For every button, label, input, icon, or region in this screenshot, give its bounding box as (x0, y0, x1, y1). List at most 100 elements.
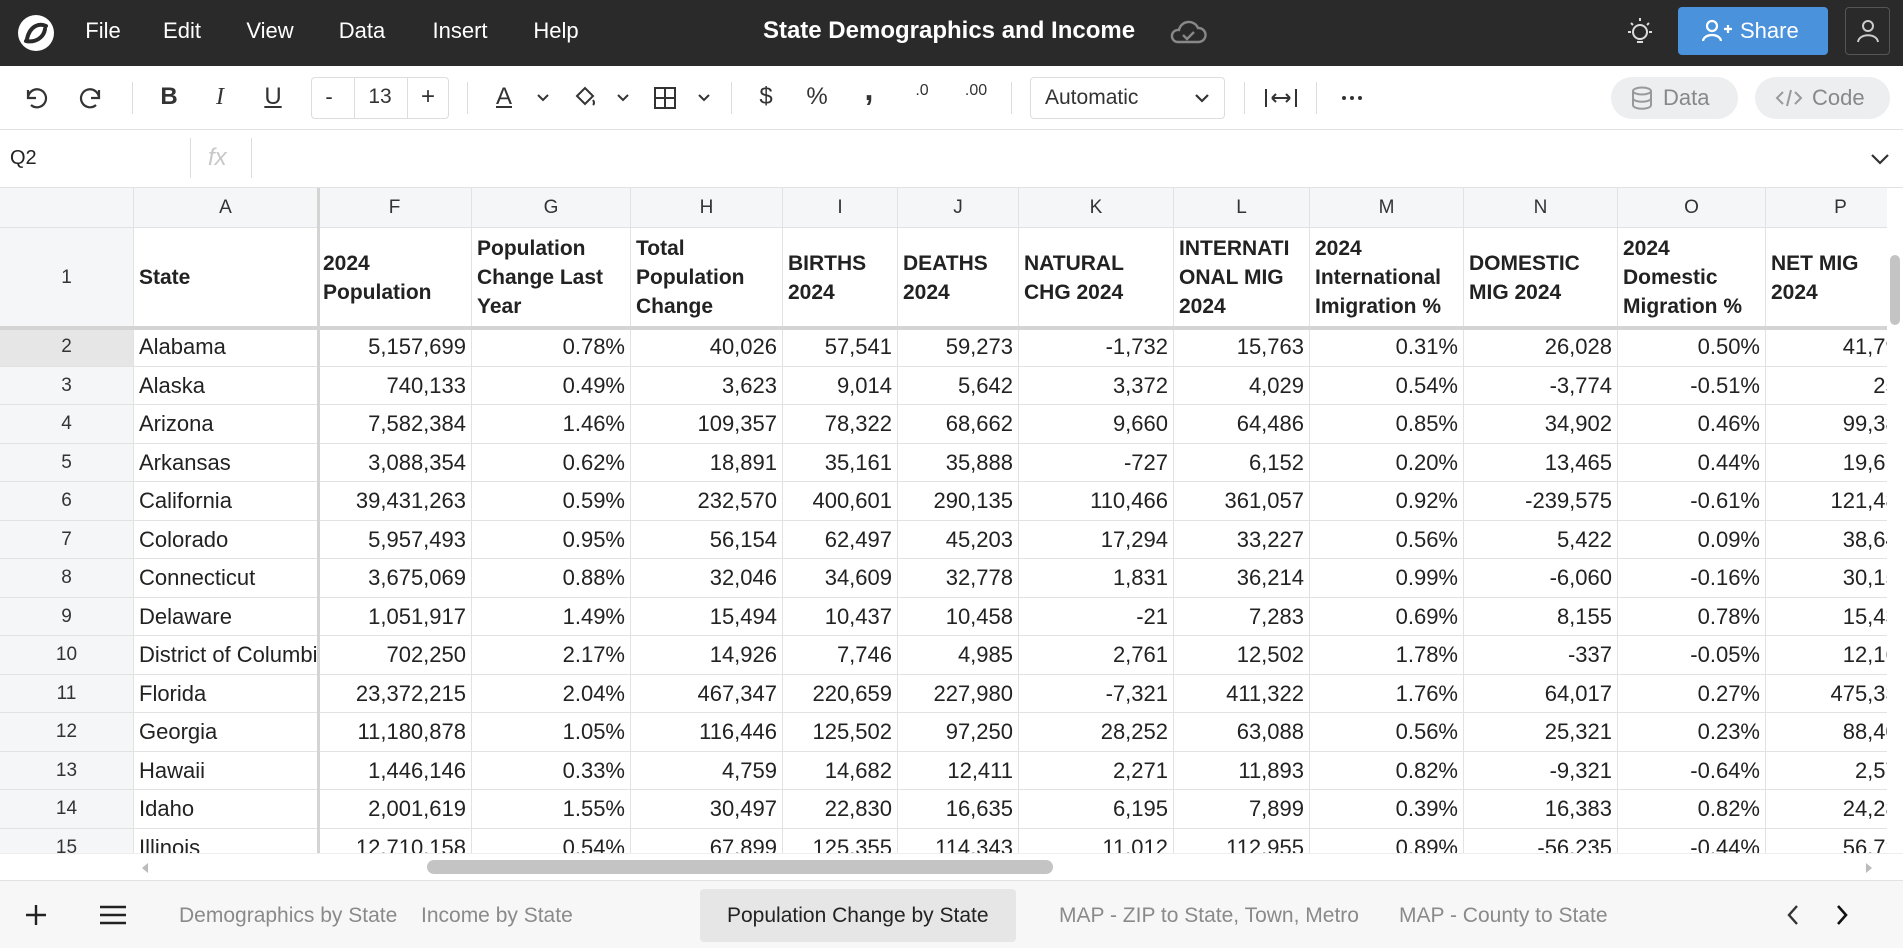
cell[interactable]: 0.78% (1618, 597, 1766, 636)
row-number[interactable]: 2 (0, 328, 134, 367)
cell[interactable]: 6,152 (1174, 443, 1310, 482)
cell[interactable]: Hawaii (134, 751, 318, 790)
cell[interactable]: 17,294 (1019, 520, 1174, 559)
cell[interactable]: 18,891 (631, 443, 783, 482)
cell[interactable]: Idaho (134, 790, 318, 829)
cell[interactable]: 0.56% (1310, 713, 1464, 752)
menu-item[interactable]: View (246, 18, 294, 43)
borders-button[interactable] (653, 86, 677, 110)
header-cell[interactable]: 2024 International Imigration % (1310, 228, 1464, 328)
cell[interactable]: 5,642 (898, 366, 1019, 405)
cell[interactable]: 68,662 (898, 405, 1019, 444)
cell[interactable]: 7,582,384 (318, 405, 472, 444)
cell[interactable]: 30,154 (1766, 559, 1887, 598)
row-number[interactable]: 7 (0, 520, 134, 559)
cell[interactable]: 0.46% (1618, 405, 1766, 444)
header-cell[interactable]: NET MIG 2024 (1766, 228, 1887, 328)
cell[interactable]: 57,541 (783, 328, 898, 367)
cell[interactable]: 0.99% (1310, 559, 1464, 598)
cell[interactable]: 15,763 (1174, 328, 1310, 367)
cell[interactable]: -337 (1464, 636, 1618, 675)
cell[interactable]: 1,831 (1019, 559, 1174, 598)
cell[interactable]: 11,012 (1019, 828, 1174, 853)
row-number[interactable]: 13 (0, 751, 134, 790)
share-button[interactable]: Share (1678, 7, 1828, 55)
cell[interactable]: -0.64% (1618, 751, 1766, 790)
cell[interactable]: 7,283 (1174, 597, 1310, 636)
cell[interactable]: 2,271 (1019, 751, 1174, 790)
header-cell[interactable]: BIRTHS 2024 (783, 228, 898, 328)
cell[interactable]: 2,761 (1019, 636, 1174, 675)
cell[interactable]: -1,732 (1019, 328, 1174, 367)
data-button[interactable]: Data (1611, 77, 1738, 119)
cell[interactable]: 114,343 (898, 828, 1019, 853)
cell[interactable]: 290,135 (898, 482, 1019, 521)
cell[interactable]: Arizona (134, 405, 318, 444)
cell[interactable]: 10,437 (783, 597, 898, 636)
cell[interactable]: 3,372 (1019, 366, 1174, 405)
comma-button[interactable]: , (864, 71, 874, 107)
number-format-dropdown[interactable]: Automatic (1030, 77, 1225, 119)
cell[interactable]: 0.44% (1618, 443, 1766, 482)
cell[interactable]: 7,746 (783, 636, 898, 675)
cell[interactable]: 109,357 (631, 405, 783, 444)
theme-toggle[interactable] (1625, 16, 1655, 50)
cell[interactable]: 32,778 (898, 559, 1019, 598)
row-number[interactable]: 6 (0, 482, 134, 521)
cell[interactable]: 38,649 (1766, 521, 1887, 559)
code-button[interactable]: Code (1755, 77, 1890, 119)
cell[interactable]: 12,502 (1174, 636, 1310, 675)
cell[interactable]: 33,227 (1174, 520, 1310, 559)
cell[interactable]: 475,339 (1766, 675, 1887, 713)
cell[interactable]: 0.62% (472, 443, 631, 482)
cell[interactable]: 702,250 (318, 636, 472, 675)
cell[interactable]: 0.54% (1310, 366, 1464, 405)
cell[interactable]: 26,028 (1464, 328, 1618, 367)
cell[interactable]: 227,980 (898, 674, 1019, 713)
cell[interactable]: 110,466 (1019, 482, 1174, 521)
cell[interactable]: 0.39% (1310, 790, 1464, 829)
header-cell[interactable]: 2024 Domestic Migration % (1618, 228, 1766, 328)
header-cell[interactable]: State (134, 228, 318, 328)
cell[interactable]: 1.55% (472, 790, 631, 829)
header-cell[interactable]: Total Population Change (631, 228, 783, 328)
row-number[interactable]: 12 (0, 713, 134, 752)
expand-formula[interactable] (1870, 152, 1890, 166)
cell[interactable]: 3,675,069 (318, 559, 472, 598)
sheet-tab[interactable]: MAP - ZIP to State, Town, Metro (1059, 904, 1359, 927)
cell[interactable]: 0.69% (1310, 597, 1464, 636)
column-header[interactable]: G (472, 188, 631, 228)
cell[interactable]: 15,494 (631, 597, 783, 636)
cell[interactable]: -0.16% (1618, 559, 1766, 598)
row-number[interactable]: 5 (0, 443, 134, 482)
cell[interactable]: -6,060 (1464, 559, 1618, 598)
cell[interactable]: 4,759 (631, 751, 783, 790)
redo-button[interactable] (77, 86, 105, 110)
row-number[interactable]: 10 (0, 636, 134, 675)
cell[interactable]: 232,570 (631, 482, 783, 521)
cell[interactable]: Florida (134, 674, 318, 713)
menu-item[interactable]: File (85, 18, 121, 43)
cell[interactable]: 9,660 (1019, 405, 1174, 444)
cell[interactable]: 4,985 (898, 636, 1019, 675)
cell[interactable]: 9,014 (783, 366, 898, 405)
vertical-scrollbar[interactable] (1887, 228, 1903, 853)
cell[interactable]: California (134, 482, 318, 521)
cell[interactable]: 28,252 (1019, 713, 1174, 752)
cell[interactable]: 0.23% (1618, 713, 1766, 752)
sheet-list[interactable] (99, 905, 127, 925)
account-button[interactable] (1845, 7, 1890, 55)
currency-button[interactable]: $ (759, 83, 773, 110)
chevron[interactable] (616, 92, 630, 104)
cell[interactable]: 64,017 (1464, 674, 1618, 713)
cell[interactable]: 0.20% (1310, 443, 1464, 482)
cell[interactable]: 220,659 (783, 674, 898, 713)
cell[interactable]: 11,893 (1174, 751, 1310, 790)
cell[interactable]: 19,617 (1766, 444, 1887, 482)
undo-button[interactable] (22, 86, 50, 110)
cell[interactable]: 56,154 (631, 520, 783, 559)
cell[interactable]: 7,899 (1174, 790, 1310, 829)
cell[interactable]: Alaska (134, 366, 318, 405)
font-size-value[interactable]: 13 (368, 85, 392, 108)
column-header[interactable]: P (1766, 188, 1887, 228)
